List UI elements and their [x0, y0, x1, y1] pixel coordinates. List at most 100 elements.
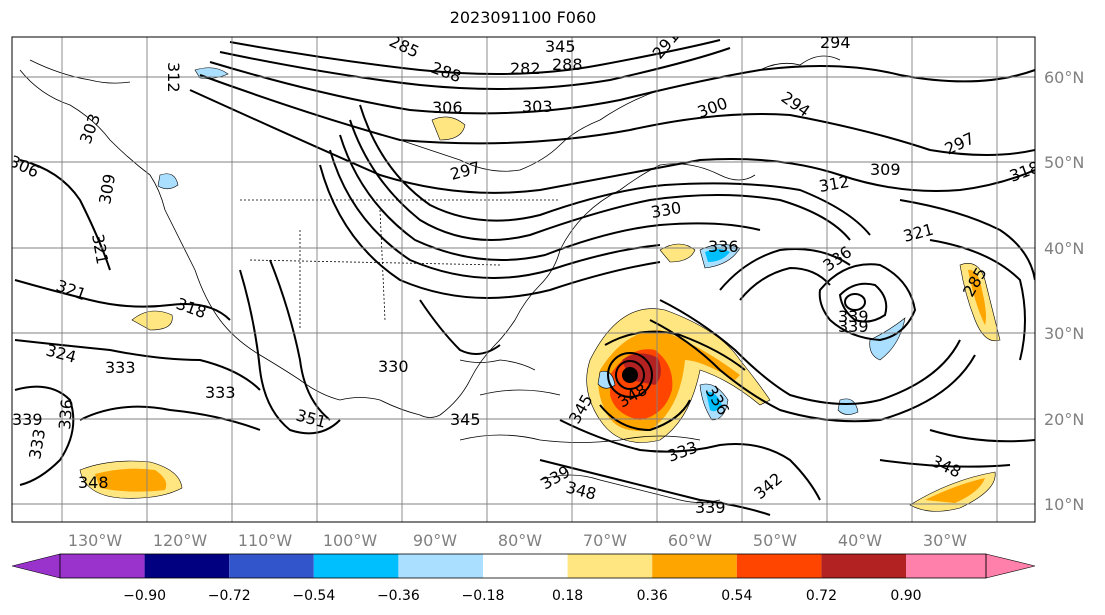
- graticule: [12, 37, 1035, 522]
- colorbar-tick-label: 0.18: [552, 588, 583, 604]
- orange-patch-se: [925, 478, 985, 503]
- colorbar-segment: [906, 554, 986, 578]
- contour-label: 288: [429, 58, 464, 86]
- contour-label: 321: [901, 220, 935, 246]
- colorbar-tick-label: −0.90: [123, 588, 166, 604]
- lat-label: 10°N: [1044, 495, 1084, 514]
- lon-label: 80°W: [498, 531, 542, 550]
- colorbar-segment: [652, 554, 737, 578]
- colorbar-tick-label: 0.90: [890, 588, 921, 604]
- lon-label: 70°W: [583, 531, 627, 550]
- lon-label: 120°W: [153, 531, 208, 550]
- colorbar: −0.90 −0.72 −0.54 −0.36 −0.18 0.18 0.36 …: [11, 553, 1036, 604]
- colorbar-extend-low: [11, 553, 61, 579]
- contour-label: 336: [708, 237, 739, 256]
- contour-label: 321: [54, 276, 89, 304]
- contour-label: 300: [695, 93, 730, 121]
- map-frame: [11, 36, 1036, 523]
- colorbar-segment: [229, 554, 314, 578]
- lon-axis: 130°W 120°W 110°W 100°W 90°W 80°W 70°W 6…: [68, 531, 967, 550]
- lon-label: 50°W: [753, 531, 797, 550]
- lon-label: 40°W: [838, 531, 882, 550]
- warm-patch-canada: [431, 116, 466, 141]
- contour-label: 294: [778, 88, 814, 121]
- colorbar-segment: [567, 554, 653, 578]
- lon-label: 130°W: [68, 531, 123, 550]
- contour-label: 345: [450, 410, 481, 429]
- contour-label: 303: [522, 97, 553, 116]
- lat-label: 30°N: [1044, 324, 1084, 343]
- lon-label: 110°W: [238, 531, 293, 550]
- contour-label: 321: [88, 232, 112, 265]
- colorbar-segment: [144, 554, 230, 578]
- contour-label: 309: [870, 160, 901, 179]
- contour-label: 339: [838, 317, 869, 336]
- contour-label: 333: [105, 358, 136, 377]
- contour-label: 324: [44, 341, 78, 367]
- cool-patch-8: [157, 173, 179, 190]
- contour-label: 336: [819, 242, 855, 275]
- lat-label: 20°N: [1044, 410, 1084, 429]
- lat-label: 40°N: [1044, 239, 1084, 258]
- contour-label: 297: [448, 158, 482, 184]
- shaded-patches: [79, 67, 1001, 512]
- contour-label: 339: [838, 307, 869, 326]
- colorbar-frame: [59, 553, 987, 579]
- lon-label: 90°W: [413, 531, 457, 550]
- colorbar-tick-label: −0.72: [208, 588, 251, 604]
- warm-patch-pacific: [131, 310, 173, 331]
- colorbar-tick-label: −0.54: [292, 588, 335, 604]
- lon-label: 30°W: [923, 531, 967, 550]
- contour-label: 294: [820, 33, 851, 52]
- contour-label: 330: [378, 357, 409, 376]
- lat-label: 50°N: [1044, 153, 1084, 172]
- contour-label: 291: [649, 27, 683, 63]
- lat-axis: 60°N 50°N 40°N 30°N 20°N 10°N: [1044, 68, 1084, 514]
- contour-label: 330: [649, 198, 682, 222]
- contour-label: 342: [750, 469, 786, 503]
- contour-label: 303: [76, 111, 104, 146]
- cool-patch-3: [705, 249, 730, 262]
- contour-label: 351: [294, 406, 328, 432]
- contour-label: 306: [432, 98, 463, 117]
- colorbar-segment: [313, 554, 399, 578]
- contour-label: 333: [205, 383, 236, 402]
- contour-label: 312: [164, 62, 183, 93]
- contour-label: 285: [386, 31, 422, 61]
- lon-label: 100°W: [323, 531, 378, 550]
- contour-label: 345: [545, 37, 576, 56]
- map-plot-area: 306 312 303 309 321 321 318 324 333 339 …: [12, 27, 1035, 522]
- contour-label: 282: [510, 59, 541, 78]
- contour-label: 339: [695, 498, 726, 517]
- contour-label: 348: [564, 478, 598, 504]
- colorbar-segment: [60, 554, 145, 578]
- contour-label: 333: [665, 437, 700, 465]
- contour-labels: 306 312 303 309 321 321 318 324 333 339 …: [12, 27, 1035, 517]
- contour-label: 336: [55, 398, 77, 430]
- contour-label: 312: [817, 172, 850, 196]
- colorbar-segment: [821, 554, 906, 578]
- colorbar-tick-label: −0.18: [462, 588, 505, 604]
- coastlines: [19, 55, 841, 503]
- orange-patch-sw: [95, 468, 167, 492]
- warm-patch-atlantic: [659, 243, 696, 263]
- contour-label: 288: [552, 55, 583, 74]
- orange-patch-east: [968, 269, 986, 325]
- colorbar-tick-label: 0.54: [721, 588, 752, 604]
- lon-label: 60°W: [668, 531, 712, 550]
- contour-label: 339: [12, 410, 43, 429]
- map-title: 2023091100 F060: [449, 8, 597, 27]
- colorbar-tick-label: −0.36: [377, 588, 420, 604]
- cool-patch-5: [706, 391, 722, 412]
- contour-label: 348: [78, 473, 109, 492]
- colorbar-tick-label: 0.72: [806, 588, 837, 604]
- cool-patch-6: [837, 398, 859, 415]
- colorbar-extend-high: [985, 553, 1036, 579]
- lat-label: 60°N: [1044, 68, 1084, 87]
- colorbar-segment: [398, 554, 483, 578]
- contour-label: 318: [174, 294, 209, 322]
- contour-label: 309: [95, 172, 119, 205]
- colorbar-segment: [736, 554, 822, 578]
- height-contours: [14, 39, 1035, 516]
